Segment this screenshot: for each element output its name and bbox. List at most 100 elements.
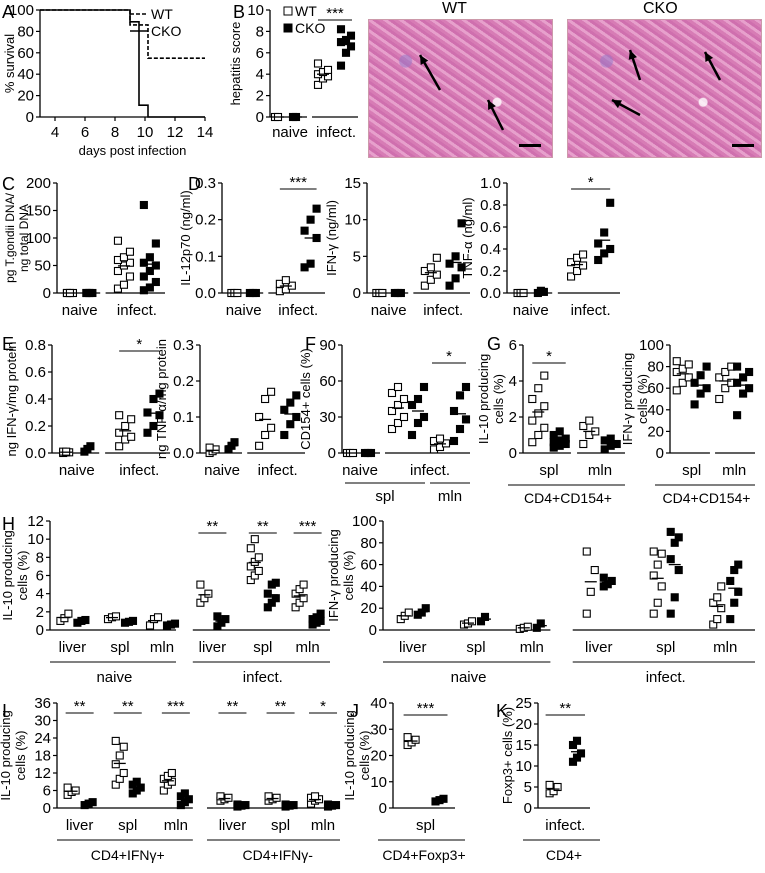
cko-point-H2 xyxy=(480,612,490,621)
significance-label-G1: * xyxy=(546,348,552,365)
significance-label-K: ** xyxy=(559,700,571,717)
wt-point-H2 xyxy=(657,582,666,591)
y-tick-label-D1: 0.3 xyxy=(195,175,216,192)
y-tick-label-D2: 15 xyxy=(344,175,361,192)
wt-point-F xyxy=(393,418,403,428)
wt-point-I xyxy=(224,793,233,802)
cko-point-F xyxy=(419,412,429,422)
y-axis-label-C: pg T.gondii DNA/ xyxy=(3,192,17,282)
wt-point-F xyxy=(399,394,409,404)
wt-point-G1 xyxy=(534,430,543,440)
legend-label-cko: CKO xyxy=(151,23,181,39)
cko-point-E1 xyxy=(143,408,152,417)
y-tick-label-G2: 0 xyxy=(656,445,664,462)
x-label-H2-group-0: liver xyxy=(399,639,427,656)
y-tick-label-E1: 0.4 xyxy=(25,391,46,408)
cko-point-B xyxy=(346,42,356,51)
cko-point-H2 xyxy=(536,619,545,628)
cko-point-G2 xyxy=(702,362,711,371)
cko-point-D2 xyxy=(457,219,466,228)
panel-H2: 0 20 40 60 80 100 IFN-γ producing cells (%) live… xyxy=(326,513,755,686)
x-label-H1-cond-naive: naive xyxy=(96,669,132,686)
y-tick-label-F: 0 xyxy=(328,445,336,462)
x-axis-label-A: days post infection xyxy=(79,143,187,158)
y-axis-label-H2: IFN-γ producing xyxy=(326,529,341,621)
significance-label-F: * xyxy=(446,348,452,365)
wt-point-I xyxy=(71,786,80,795)
x-label-D3-naive: naive xyxy=(513,302,549,319)
y-tick-label-H1: 2 xyxy=(36,604,44,621)
y-tick-label-J: 0 xyxy=(379,800,387,817)
y-tick-label-G2: 80 xyxy=(647,359,664,376)
y-tick-label-H1: 6 xyxy=(36,568,44,585)
cko-point-H1 xyxy=(263,589,272,598)
wt-point-G1 xyxy=(534,409,543,418)
x-label-H2-cond-infect: infect. xyxy=(646,669,686,686)
y-tick-label-K: 25 xyxy=(515,695,532,712)
histology-wt-texture xyxy=(369,20,552,157)
y-tick-label-A: 60 xyxy=(17,45,34,62)
y-tick-label-K: 0 xyxy=(524,800,532,817)
wt-point-H2 xyxy=(653,598,662,607)
wt-point-G1 xyxy=(585,416,594,425)
cko-point-H2 xyxy=(674,565,683,575)
cko-point-J xyxy=(439,794,448,803)
panel-B: 0 2 4 6 8 10 hepatitis score naive infect. *** WTC… xyxy=(228,2,358,141)
y-tick-label-B: 10 xyxy=(247,2,264,19)
wt-point-G1 xyxy=(540,423,549,432)
cko-point-G2 xyxy=(739,389,748,398)
cko-point-G2 xyxy=(690,400,699,409)
panel-E1: 0.0 0.2 0.4 0.6 0.8 ng IFN-γ/mg protein naive i… xyxy=(4,336,170,479)
panel-letter-A: A xyxy=(2,2,14,22)
panel-D3: 0.0 0.2 0.4 0.6 0.8 1.0 TNF-α (ng/ml) naive infe… xyxy=(460,174,620,319)
cko-point-E1 xyxy=(86,442,95,451)
x-label-J-subgroup: CD4+Foxp3+ xyxy=(382,847,465,863)
wt-point-E2 xyxy=(261,394,270,404)
wt-point-D2 xyxy=(432,270,441,279)
cko-point-H2 xyxy=(670,593,679,602)
wt-point-H1 xyxy=(250,535,259,544)
cko-point-E1 xyxy=(155,411,164,420)
cko-point-F xyxy=(461,382,471,392)
wt-point-E1 xyxy=(115,411,124,420)
wt-point-H1 xyxy=(204,589,213,598)
panel-C: 0 50 100 150 200 pg T.gondii DNA/ng total DNA… xyxy=(3,175,165,319)
cko-point-D2 xyxy=(457,263,466,272)
cko-point-D2 xyxy=(445,259,454,268)
y-tick-label-H2: 40 xyxy=(360,578,377,595)
cko-point-C xyxy=(151,239,160,248)
significance-label-I-3: ** xyxy=(227,698,239,715)
cko-point-H2 xyxy=(726,576,735,586)
wt-point-I xyxy=(310,792,320,801)
wt-point-H1 xyxy=(153,613,163,622)
y-tick-label-A: 0 xyxy=(26,109,34,126)
y-tick-label-H2: 80 xyxy=(360,535,377,552)
x-label-G2-mln: mln xyxy=(722,462,746,479)
cko-point-I xyxy=(88,798,97,807)
y-axis-label-G2: IFN-γ producing xyxy=(620,353,635,445)
cko-point-G1 xyxy=(555,427,564,436)
cko-point-G1 xyxy=(561,434,570,443)
y-tick-label-H2: 60 xyxy=(360,557,377,574)
cko-point-F xyxy=(455,424,465,434)
wt-point-G1 xyxy=(528,416,537,425)
y-tick-label-D3: 0.6 xyxy=(480,219,501,236)
panel-letter-J: J xyxy=(350,701,359,721)
y-tick-label-H2: 100 xyxy=(352,513,377,530)
y-tick-label-D3: 0.4 xyxy=(480,241,501,258)
significance-label-H1-1: ** xyxy=(257,518,269,535)
x-label-H1-group-5: mln xyxy=(296,639,320,656)
y-axis-label-F: CD154+ cells (%) xyxy=(298,348,313,450)
wt-point-H2 xyxy=(653,560,662,569)
wt-point-E1 xyxy=(115,442,124,451)
y-tick-label-C: 50 xyxy=(34,258,51,275)
legend-label-wt: WT xyxy=(151,6,173,22)
cko-point-E2 xyxy=(286,398,295,407)
panel-J: 0 10 20 30 40 IL-10 producing cells (%) spl CD4+… xyxy=(342,695,466,863)
wt-point-H1 xyxy=(64,609,73,618)
wt-point-H1 xyxy=(299,580,308,589)
y-tick-label-F: 90 xyxy=(319,337,336,354)
histology-wt-scalebar xyxy=(519,144,541,147)
cko-point-H1 xyxy=(271,594,280,603)
panel-letter-E: E xyxy=(2,334,14,354)
